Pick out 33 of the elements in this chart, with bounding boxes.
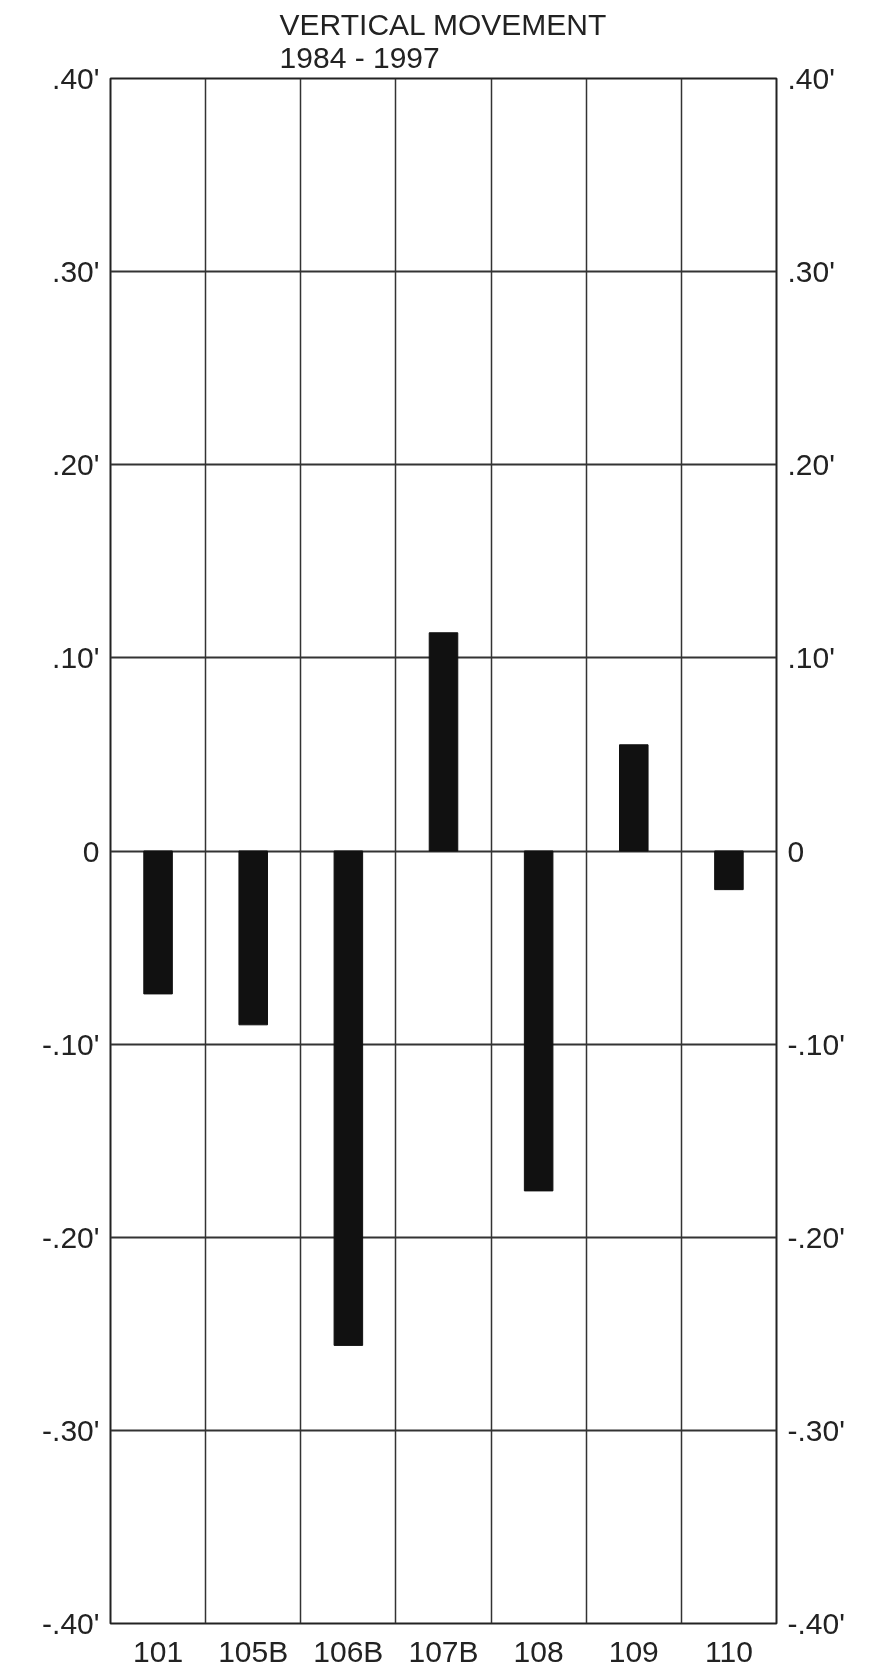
y-tick-label: .20' <box>52 448 100 482</box>
y2-tick-label: .20' <box>787 448 835 482</box>
y2-tick-label: -.30' <box>787 1413 845 1447</box>
y2-tick-label: -.10' <box>787 1027 845 1061</box>
x-tick-label: 107B <box>408 1634 479 1668</box>
bar <box>523 850 554 1192</box>
y2-tick-label: .40' <box>787 62 835 95</box>
x-tick-label: 109 <box>608 1634 659 1668</box>
bar <box>428 632 459 852</box>
x-tick-label: 105B <box>218 1634 289 1668</box>
bar <box>333 850 364 1346</box>
x-tick-label: 106B <box>313 1634 384 1668</box>
y2-tick-label: .10' <box>787 641 835 675</box>
x-tick-label: 101 <box>133 1634 184 1668</box>
x-tick-label: 108 <box>513 1634 564 1668</box>
y-tick-label: 0 <box>82 834 100 868</box>
bar <box>714 850 744 891</box>
y-tick-label: -.40' <box>42 1607 100 1640</box>
y-tick-label: .30' <box>52 255 100 289</box>
bar <box>238 850 268 1026</box>
y-tick-label: -.30' <box>42 1413 100 1447</box>
y2-tick-label: -.40' <box>787 1607 845 1640</box>
y2-tick-label: 0 <box>787 834 805 868</box>
y2-tick-label: -.20' <box>787 1220 845 1254</box>
y-tick-label: .10' <box>52 641 100 675</box>
y-tick-label: -.10' <box>42 1027 100 1061</box>
bar <box>619 744 649 852</box>
y-tick-label: -.20' <box>42 1220 100 1254</box>
bar <box>143 850 173 995</box>
chart-title: VERTICAL MOVEMENT 1984 - 1997 <box>279 7 607 74</box>
y2-tick-label: .30' <box>787 255 835 289</box>
x-tick-label: 110 <box>705 1634 753 1668</box>
y-tick-label: .40' <box>52 62 100 95</box>
